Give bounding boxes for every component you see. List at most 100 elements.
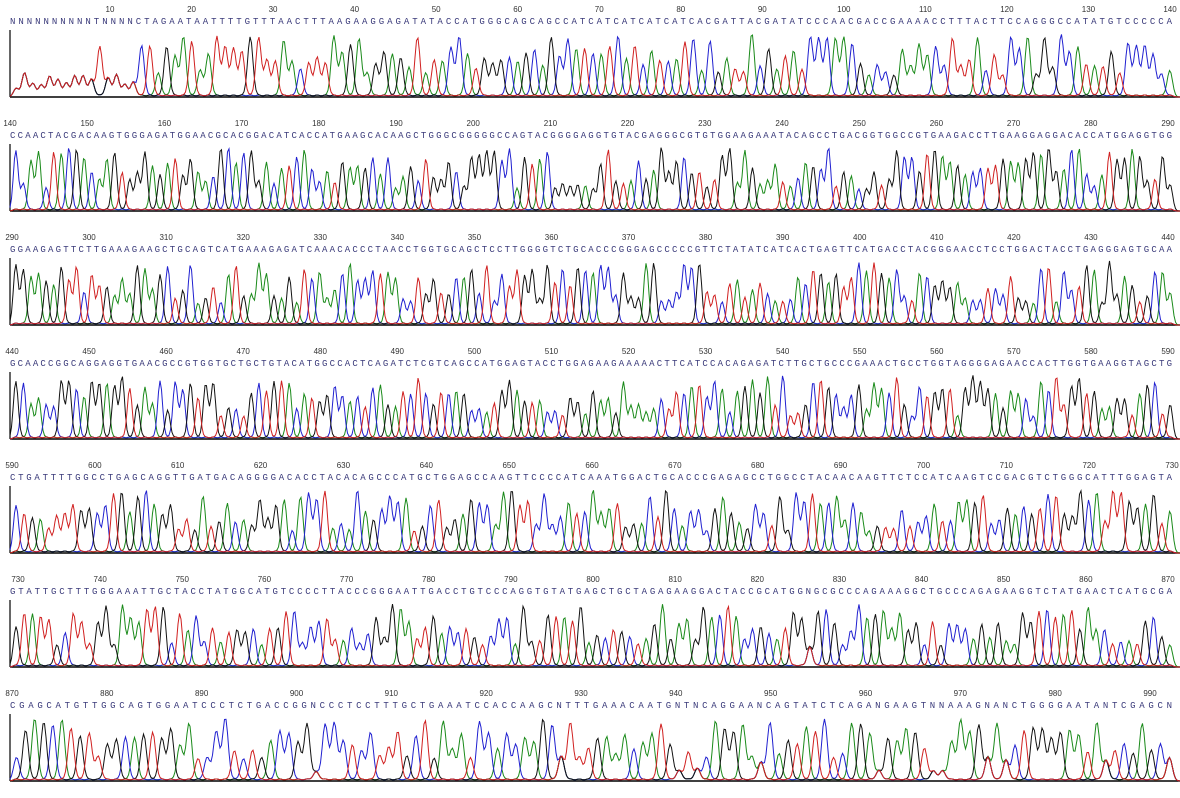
position-label: 270 xyxy=(1007,119,1021,128)
position-label: 770 xyxy=(340,575,354,584)
position-label: 590 xyxy=(1161,347,1175,356)
position-label: 460 xyxy=(159,347,173,356)
position-label: 760 xyxy=(258,575,272,584)
position-label: 20 xyxy=(187,5,196,14)
position-label: 830 xyxy=(833,575,847,584)
trace xyxy=(9,262,1180,326)
position-label: 320 xyxy=(237,233,251,242)
position-label: 650 xyxy=(502,461,516,470)
position-label: 250 xyxy=(853,119,867,128)
position-label: 290 xyxy=(1161,119,1175,128)
trace xyxy=(9,262,1180,326)
position-label: 950 xyxy=(764,689,778,698)
position-label: 690 xyxy=(834,461,848,470)
position-label: 230 xyxy=(698,119,712,128)
position-label: 80 xyxy=(676,5,685,14)
position-label: 570 xyxy=(1007,347,1021,356)
position-label: 790 xyxy=(504,575,518,584)
position-label: 720 xyxy=(1082,461,1096,470)
position-label: 150 xyxy=(81,119,95,128)
position-label: 330 xyxy=(314,233,328,242)
position-label: 110 xyxy=(919,5,932,14)
trace xyxy=(9,604,1180,668)
position-label: 550 xyxy=(853,347,867,356)
position-label: 930 xyxy=(574,689,588,698)
position-label: 890 xyxy=(195,689,209,698)
position-label: 480 xyxy=(314,347,328,356)
position-label: 710 xyxy=(1000,461,1014,470)
base-calls: CGAGCATGTTGGCAGTGGAATCCCTCTGACCGGNCCCTCC… xyxy=(10,701,1172,711)
position-label: 500 xyxy=(468,347,482,356)
trace xyxy=(9,719,1180,782)
position-label: 620 xyxy=(254,461,268,470)
position-label: 910 xyxy=(385,689,399,698)
trace xyxy=(9,34,1180,98)
position-label: 540 xyxy=(776,347,790,356)
position-label: 880 xyxy=(100,689,114,698)
position-label: 170 xyxy=(235,119,249,128)
position-label: 580 xyxy=(1084,347,1098,356)
position-label: 730 xyxy=(1165,461,1179,470)
position-label: 610 xyxy=(171,461,185,470)
position-label: 470 xyxy=(237,347,251,356)
position-label: 700 xyxy=(917,461,931,470)
position-label: 970 xyxy=(954,689,968,698)
position-label: 100 xyxy=(837,5,851,14)
position-label: 30 xyxy=(269,5,278,14)
trace xyxy=(9,146,1180,212)
position-label: 210 xyxy=(544,119,558,128)
position-label: 510 xyxy=(545,347,559,356)
position-label: 870 xyxy=(1161,575,1175,584)
base-calls: GTATTGCTTTGGGAAATTGCTACCTATGGCATGTCCCCTT… xyxy=(10,587,1173,597)
position-label: 900 xyxy=(290,689,304,698)
position-label: 600 xyxy=(88,461,102,470)
position-label: 70 xyxy=(595,5,604,14)
position-label: 260 xyxy=(930,119,944,128)
trace xyxy=(9,34,1180,98)
position-label: 40 xyxy=(350,5,359,14)
position-label: 740 xyxy=(93,575,107,584)
base-calls: GCAACCGGCAGGAGGTGAACGCCGTGGTGCTGCTGTACAT… xyxy=(10,359,1172,369)
position-label: 160 xyxy=(158,119,172,128)
position-label: 340 xyxy=(391,233,405,242)
trace xyxy=(9,35,1180,98)
position-label: 280 xyxy=(1084,119,1098,128)
position-label: 680 xyxy=(751,461,765,470)
position-label: 980 xyxy=(1048,689,1062,698)
position-label: 730 xyxy=(11,575,25,584)
position-label: 630 xyxy=(337,461,351,470)
position-label: 360 xyxy=(545,233,559,242)
position-label: 220 xyxy=(621,119,635,128)
position-label: 520 xyxy=(622,347,636,356)
position-label: 920 xyxy=(479,689,493,698)
position-label: 780 xyxy=(422,575,436,584)
position-label: 410 xyxy=(930,233,944,242)
position-label: 440 xyxy=(5,347,19,356)
position-label: 240 xyxy=(775,119,789,128)
position-label: 990 xyxy=(1143,689,1157,698)
position-label: 50 xyxy=(432,5,441,14)
position-label: 820 xyxy=(751,575,765,584)
position-label: 870 xyxy=(5,689,19,698)
position-label: 130 xyxy=(1082,5,1096,14)
position-label: 350 xyxy=(468,233,482,242)
position-label: 370 xyxy=(622,233,636,242)
position-label: 800 xyxy=(586,575,600,584)
position-label: 60 xyxy=(513,5,522,14)
trace xyxy=(9,149,1180,212)
base-calls: CTGATTTTGGCCTGAGCAGGTTGATGACAGGGGACACCTA… xyxy=(10,473,1173,483)
position-label: 90 xyxy=(758,5,767,14)
position-label: 190 xyxy=(389,119,403,128)
position-label: 430 xyxy=(1084,233,1098,242)
position-label: 860 xyxy=(1079,575,1093,584)
position-label: 750 xyxy=(176,575,190,584)
trace xyxy=(9,148,1180,212)
position-label: 590 xyxy=(5,461,19,470)
position-label: 530 xyxy=(699,347,713,356)
position-label: 440 xyxy=(1161,233,1175,242)
base-calls: GGAAGAGTTCTTGAAAGAAGCTGCAGTCATGAAAGAGATC… xyxy=(10,245,1173,255)
position-label: 490 xyxy=(391,347,405,356)
trace xyxy=(9,604,1180,668)
position-label: 300 xyxy=(82,233,96,242)
position-label: 120 xyxy=(1000,5,1014,14)
